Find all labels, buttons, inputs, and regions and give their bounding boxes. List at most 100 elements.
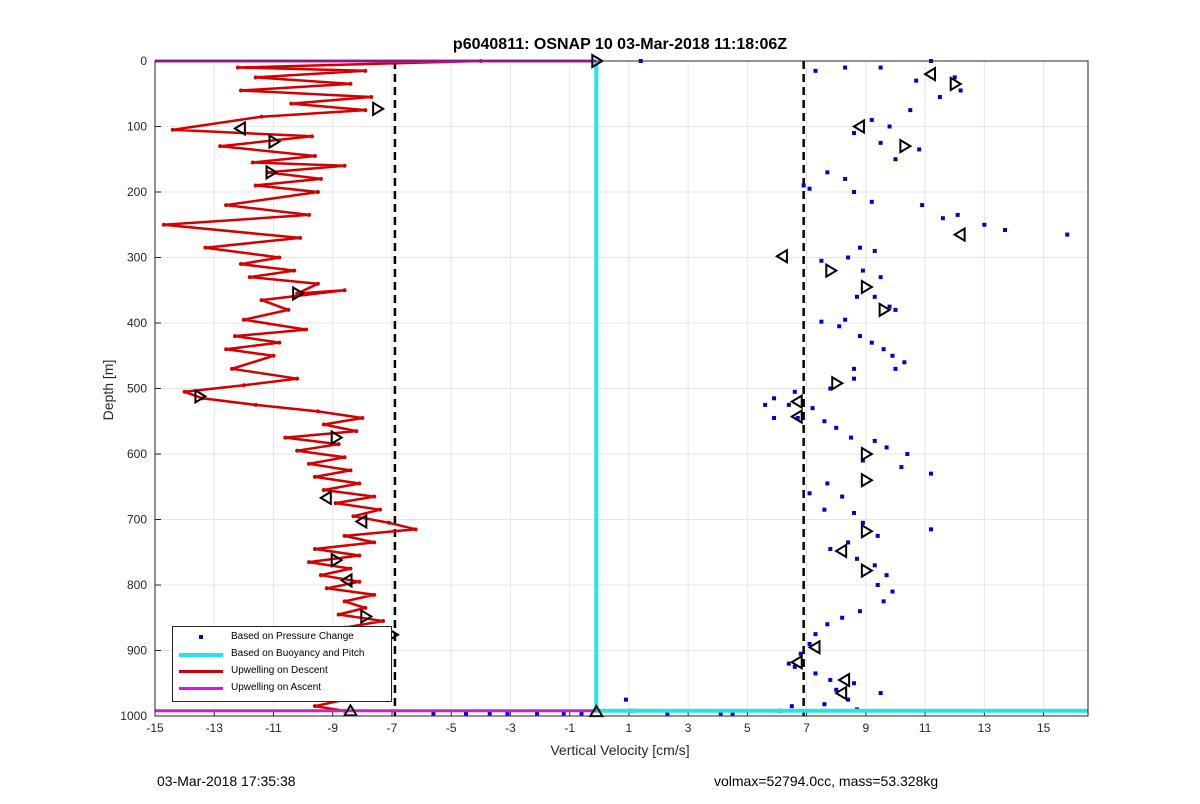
descent-point (348, 566, 353, 571)
y-tick-label: 600 (127, 447, 147, 461)
descent-point (271, 353, 276, 358)
legend-symbol-buoyancy (179, 653, 223, 657)
pressure-point (872, 294, 877, 299)
glide-marker (360, 608, 374, 625)
pressure-point (623, 697, 628, 702)
glide-marker (834, 685, 848, 701)
pressure-point (579, 711, 584, 716)
pressure-point (792, 664, 797, 669)
pressure-point (561, 711, 566, 716)
glide-marker (860, 279, 874, 295)
descent-point (354, 429, 359, 434)
glide-marker (354, 513, 368, 530)
pressure-point (875, 533, 880, 538)
descent-point (348, 81, 353, 86)
pressure-point (878, 140, 883, 145)
pressure-point (840, 615, 845, 620)
pressure-point (813, 671, 818, 676)
x-tick-label: -15 (146, 721, 164, 735)
pressure-point (505, 711, 510, 716)
descent-point (333, 501, 338, 506)
pressure-point (937, 95, 942, 100)
descent-point (386, 520, 391, 525)
pressure-point (535, 711, 540, 716)
pressure-point (730, 711, 735, 716)
pressure-point (881, 599, 886, 604)
glide-marker (860, 446, 874, 462)
pressure-point (929, 471, 934, 476)
y-tick-label: 0 (140, 54, 147, 68)
y-tick-label: 200 (127, 185, 147, 199)
x-tick-label: -5 (446, 721, 457, 735)
pressure-point (890, 353, 895, 358)
glide-marker (339, 572, 353, 589)
pressure-point (834, 425, 839, 430)
pressure-point (852, 366, 857, 371)
glide-marker (949, 76, 963, 92)
pressure-point (840, 494, 845, 499)
descent-point (304, 327, 309, 332)
glide-marker (834, 543, 848, 559)
pressure-point (792, 389, 797, 394)
descent-point (413, 527, 418, 532)
plot-frame (154, 60, 1089, 717)
descent-point (253, 75, 258, 80)
descent-point (381, 619, 386, 624)
pressure-point (819, 319, 824, 324)
descent-point (357, 481, 362, 486)
descent-point (277, 255, 282, 260)
descent-point (351, 514, 356, 519)
descent-point (283, 435, 288, 440)
descent-point (309, 134, 314, 139)
pressure-point (1003, 227, 1008, 232)
pressure-point (857, 609, 862, 614)
descent-point (259, 298, 264, 303)
chart-title: p6040811: OSNAP 10 03-Mar-2018 11:18:06Z (452, 36, 788, 53)
pressure-point (869, 117, 874, 122)
legend-item-descent: Upwelling on Descent (173, 663, 389, 679)
pressure-point (875, 583, 880, 587)
x-tick-label: 15 (1037, 721, 1051, 735)
pressure-point (958, 88, 963, 93)
glide-marker (342, 703, 359, 717)
glide-marker (837, 672, 851, 688)
pressure-point (872, 563, 877, 568)
legend-label-ascent: Upwelling on Ascent (231, 682, 322, 693)
y-tick-label: 100 (127, 120, 147, 134)
glide-marker (774, 248, 788, 264)
pressure-point (860, 268, 865, 273)
y-tick-label: 900 (127, 644, 147, 658)
pressure-point (789, 704, 794, 709)
pressure-point (852, 190, 857, 194)
pressure-point (878, 65, 883, 70)
pressure-point (825, 622, 830, 627)
descent-point (298, 235, 303, 240)
pressure-point (955, 212, 960, 217)
pressure-point (854, 294, 859, 299)
descent-point (321, 422, 326, 427)
pressure-point (852, 376, 857, 381)
pressure-point (852, 131, 857, 136)
descent-point (161, 222, 166, 227)
descent-point (342, 533, 347, 538)
pressure-point (837, 324, 842, 329)
descent-point (218, 144, 223, 149)
pressure-point (786, 402, 791, 407)
glide-marker (952, 226, 966, 243)
pressure-point (772, 396, 777, 401)
pressure-point (810, 406, 815, 411)
descent-point (232, 334, 237, 339)
descent-point (363, 605, 368, 610)
descent-point (342, 163, 347, 168)
pressure-point (917, 147, 922, 152)
pressure-point (869, 340, 874, 345)
glide-marker (292, 285, 306, 302)
pressure-point (825, 170, 830, 175)
pressure-point (786, 661, 791, 666)
glide-marker (825, 262, 839, 279)
pressure-point (860, 458, 865, 463)
pressure-point (893, 157, 898, 162)
y-tick-label: 500 (127, 382, 147, 396)
pressure-point (843, 65, 848, 70)
